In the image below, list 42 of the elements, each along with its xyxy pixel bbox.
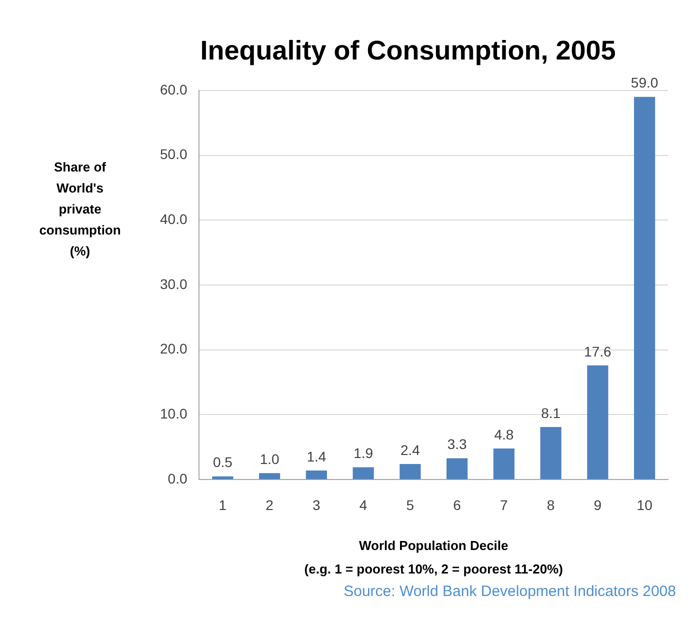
data-label: 0.5: [212, 454, 233, 470]
data-label: 8.1: [541, 404, 561, 421]
bar: [540, 427, 562, 480]
bar: [259, 473, 280, 480]
y-tick-label: 60.0: [160, 81, 188, 98]
y-tick-label: 40.0: [160, 210, 188, 227]
x-tick-label: 5: [406, 496, 414, 513]
x-tick-label: 9: [594, 496, 602, 513]
y-tick-label: 20.0: [160, 340, 188, 357]
bar: [634, 96, 656, 480]
x-tick-label: 3: [312, 496, 321, 513]
x-tick-label: 1: [218, 496, 227, 513]
x-tick-label: 2: [266, 496, 274, 513]
chart-title: Inequality of Consumption, 2005: [200, 36, 616, 66]
y-axis-title: Share of World's private consumption (%): [39, 160, 121, 259]
x-tick-label: 7: [500, 496, 508, 513]
bar: [306, 470, 327, 480]
data-label: 3.3: [447, 436, 468, 452]
y-tick-label: 30.0: [160, 276, 188, 292]
y-tick-label: 0.0: [168, 470, 188, 486]
bar: [587, 365, 608, 480]
data-label: 1.4: [306, 448, 326, 464]
bar: [493, 448, 514, 480]
data-label: 2.4: [400, 442, 420, 458]
data-label: 4.8: [494, 426, 514, 442]
bar: [352, 467, 374, 480]
bar: [446, 458, 468, 480]
x-tick-label: 10: [636, 496, 653, 513]
source-note: Source: World Bank Development Indicators 2008: [344, 583, 676, 600]
text: (e.g. 1 = poorest 10%, 2 = poorest 11-20%): [304, 562, 563, 577]
data-label: 1.0: [260, 450, 280, 467]
x-axis-title: World Population Decile: [358, 538, 508, 553]
x-tick-label: 8: [546, 496, 555, 513]
x-tick-label: 4: [359, 496, 368, 513]
data-label: 17.6: [584, 343, 612, 360]
x-tick-label: 6: [453, 496, 462, 513]
bar: [212, 476, 234, 480]
data-label: 59.0: [630, 74, 658, 91]
bar: [400, 464, 421, 480]
y-tick-label: 10.0: [160, 406, 188, 422]
y-tick-label: 50.0: [160, 146, 188, 162]
data-label: 1.9: [354, 445, 374, 462]
